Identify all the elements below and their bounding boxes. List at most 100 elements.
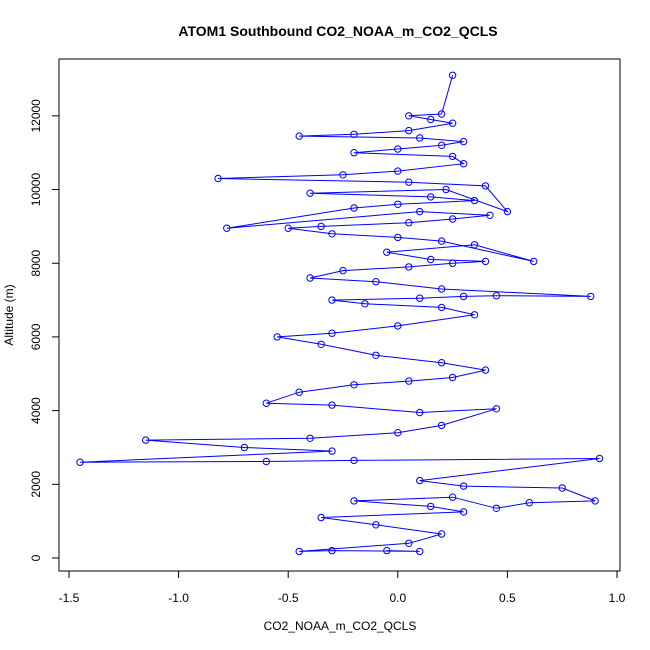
- data-point: [383, 248, 391, 256]
- chart-title: ATOM1 Southbound CO2_NOAA_m_CO2_QCLS: [178, 23, 497, 39]
- y-tick-label: 6000: [29, 323, 43, 350]
- x-tick-label: 0.5: [499, 591, 516, 605]
- data-point: [492, 405, 501, 413]
- data-point: [416, 207, 424, 216]
- data-point: [459, 508, 468, 516]
- data-point: [339, 266, 347, 275]
- plot-frame: [58, 58, 621, 572]
- data-point: [416, 476, 424, 485]
- data-point: [284, 224, 292, 232]
- data-point: [76, 458, 84, 466]
- data-point: [214, 174, 222, 183]
- y-tick-label: 12000: [29, 99, 43, 133]
- x-axis-label: CO2_NOAA_m_CO2_QCLS: [264, 619, 417, 633]
- data-point: [317, 513, 325, 522]
- y-tick-label: 2000: [29, 471, 43, 498]
- data-point: [503, 207, 512, 216]
- data-point: [350, 149, 358, 157]
- plot-area: [76, 71, 604, 556]
- data-point: [295, 547, 303, 556]
- data-point: [558, 484, 566, 492]
- data-point: [295, 132, 303, 140]
- x-tick-label: 0.0: [389, 591, 406, 605]
- data-point: [394, 200, 402, 209]
- y-tick-label: 8000: [29, 250, 43, 277]
- data-point: [448, 373, 457, 382]
- data-point: [328, 230, 336, 238]
- data-point: [273, 333, 281, 341]
- data-point: [328, 447, 336, 455]
- data-point: [591, 497, 599, 505]
- data-point: [262, 457, 270, 466]
- data-point: [240, 443, 249, 452]
- data-point: [437, 530, 446, 538]
- data-point: [470, 311, 479, 319]
- data-point: [306, 189, 314, 197]
- data-point: [383, 546, 391, 555]
- data-point: [262, 399, 270, 407]
- data-point: [405, 539, 413, 547]
- data-point: [394, 233, 402, 242]
- data-point: [405, 377, 413, 385]
- data-point: [416, 294, 424, 302]
- y-tick-label: 10000: [29, 173, 43, 207]
- data-point: [405, 126, 413, 135]
- data-point: [350, 456, 358, 465]
- data-point: [350, 381, 358, 389]
- data-point: [470, 196, 479, 205]
- data-point: [437, 110, 446, 118]
- data-point: [459, 482, 468, 490]
- data-point: [394, 167, 402, 175]
- data-point: [295, 388, 303, 396]
- data-point: [459, 137, 468, 146]
- data-point: [448, 493, 457, 501]
- data-point: [306, 434, 314, 442]
- y-tick-label: 0: [29, 554, 43, 561]
- data-point: [437, 237, 446, 245]
- data-point: [448, 215, 457, 223]
- data-point: [448, 152, 457, 161]
- data-point: [394, 145, 402, 153]
- data-point: [142, 436, 150, 444]
- data-point: [427, 115, 435, 124]
- data-point: [530, 257, 538, 266]
- data-point: [459, 160, 468, 168]
- data-point: [481, 182, 490, 190]
- data-point: [437, 141, 446, 150]
- data-point: [416, 134, 424, 142]
- y-axis-label: Altitude (m): [2, 284, 16, 345]
- data-point: [394, 429, 402, 437]
- data-point: [328, 401, 336, 409]
- y-tick-label: 4000: [29, 397, 43, 424]
- data-point: [481, 366, 490, 374]
- data-point: [448, 119, 457, 127]
- data-point: [437, 303, 446, 312]
- data-point: [317, 222, 325, 231]
- data-point: [405, 219, 413, 227]
- data-point: [339, 171, 347, 179]
- x-tick-label: -1.5: [59, 591, 80, 605]
- x-tick-label: 1.0: [609, 591, 626, 605]
- x-tick-label: -0.5: [278, 591, 299, 605]
- data-point: [427, 502, 435, 511]
- data-point: [442, 185, 450, 194]
- data-point: [486, 211, 494, 220]
- x-tick-label: -1.0: [168, 591, 189, 605]
- data-point: [405, 112, 413, 120]
- data-point: [372, 278, 380, 286]
- data-point: [525, 499, 533, 507]
- y-axis: 0 2000 4000 6000 8000 10000 12000: [29, 99, 60, 561]
- data-point: [448, 259, 457, 267]
- data-point: [394, 322, 402, 330]
- data-point: [427, 193, 435, 201]
- data-point: [416, 547, 424, 556]
- series-line: [79, 75, 600, 552]
- data-point: [361, 300, 369, 308]
- data-point: [437, 285, 446, 293]
- data-point: [595, 454, 604, 463]
- data-point: [405, 178, 413, 186]
- data-point: [416, 408, 424, 417]
- data-point: [350, 497, 358, 505]
- data-point: [328, 546, 336, 555]
